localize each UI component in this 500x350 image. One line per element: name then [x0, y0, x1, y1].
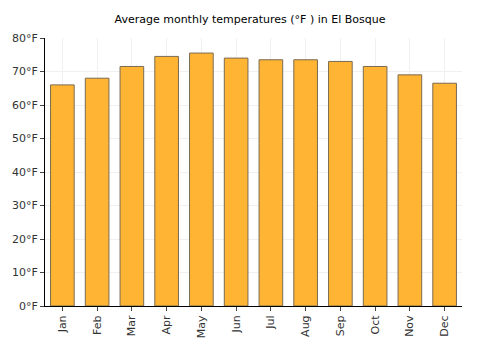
svg-text:80°F: 80°F [12, 32, 38, 45]
svg-text:60°F: 60°F [12, 99, 38, 112]
svg-text:30°F: 30°F [12, 199, 38, 212]
svg-text:40°F: 40°F [12, 166, 38, 179]
svg-text:Apr: Apr [160, 315, 173, 335]
svg-text:Aug: Aug [299, 315, 312, 336]
svg-text:Sep: Sep [334, 315, 347, 336]
svg-text:20°F: 20°F [12, 233, 38, 246]
svg-text:Average monthly temperatures (: Average monthly temperatures (°F ) in El… [115, 13, 386, 26]
svg-text:10°F: 10°F [12, 266, 38, 279]
svg-text:Oct: Oct [369, 315, 382, 335]
svg-text:Jul: Jul [264, 315, 277, 329]
svg-text:Jun: Jun [230, 315, 243, 333]
svg-text:May: May [195, 315, 208, 338]
svg-text:50°F: 50°F [12, 132, 38, 145]
svg-text:70°F: 70°F [12, 65, 38, 78]
svg-text:Mar: Mar [125, 315, 138, 336]
svg-text:Nov: Nov [403, 315, 416, 337]
svg-text:0°F: 0°F [19, 300, 38, 313]
svg-text:Dec: Dec [438, 315, 451, 336]
svg-text:Feb: Feb [91, 315, 104, 334]
svg-text:Jan: Jan [56, 315, 69, 333]
